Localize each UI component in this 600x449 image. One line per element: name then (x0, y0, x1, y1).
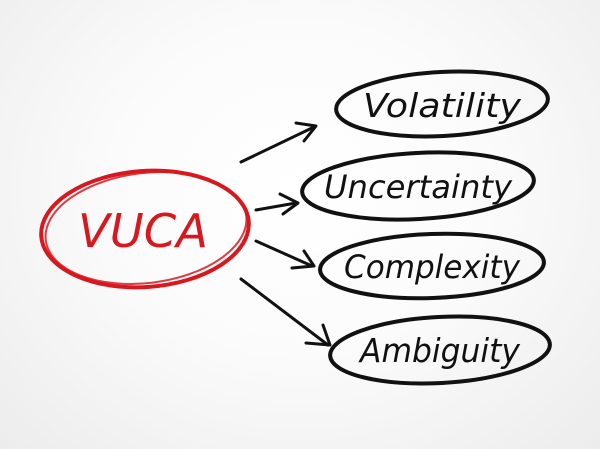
term-label: Volatility (363, 86, 522, 125)
term-ellipse (328, 314, 552, 386)
center-ellipse (39, 168, 251, 290)
center-ellipse-overdraw (44, 171, 248, 285)
term-volatility: Volatility (334, 69, 550, 139)
term-ellipse (300, 150, 536, 222)
center-label: VUCA (78, 204, 208, 258)
term-label: Ambiguity (358, 331, 520, 370)
arrow-to-uncertainty (254, 192, 300, 216)
arrow-to-complexity (254, 239, 316, 270)
term-ambiguity: Ambiguity (328, 314, 552, 386)
arrow-to-ambiguity (239, 277, 332, 347)
term-ellipse (318, 231, 546, 301)
arrow-to-volatility (239, 121, 318, 164)
arrows (239, 121, 332, 347)
term-uncertainty: Uncertainty (300, 150, 536, 222)
term-label: Complexity (344, 248, 521, 286)
term-ellipse (334, 69, 550, 139)
term-label: Uncertainty (324, 168, 513, 206)
term-complexity: Complexity (318, 231, 546, 301)
center-node: VUCA (39, 168, 251, 290)
